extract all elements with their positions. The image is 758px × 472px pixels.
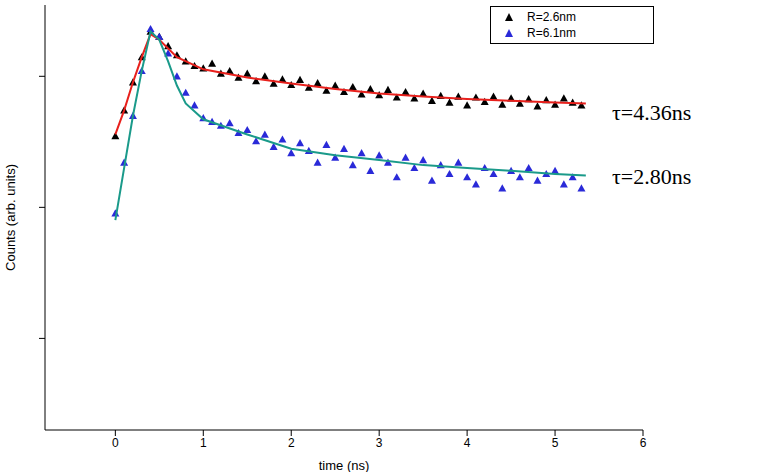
- html-text:R=2.6nm: R=2.6nm: [527, 10, 576, 24]
- html-text:τ=2.80ns: τ=2.80ns: [612, 164, 692, 189]
- svg-text:2: 2: [288, 436, 295, 450]
- svg-text:4: 4: [464, 436, 471, 450]
- svg-text:1: 1: [200, 436, 207, 450]
- svg-text:3: 3: [376, 436, 383, 450]
- html-text:τ=4.36ns: τ=4.36ns: [612, 100, 692, 125]
- svg-text:0: 0: [112, 436, 119, 450]
- svg-text:time (ns): time (ns): [319, 458, 370, 472]
- svg-text:5: 5: [552, 436, 559, 450]
- html-text:R=6.1nm: R=6.1nm: [527, 26, 576, 40]
- svg-text:6: 6: [640, 436, 647, 450]
- svg-text:Counts (arb. units): Counts (arb. units): [8, 164, 18, 271]
